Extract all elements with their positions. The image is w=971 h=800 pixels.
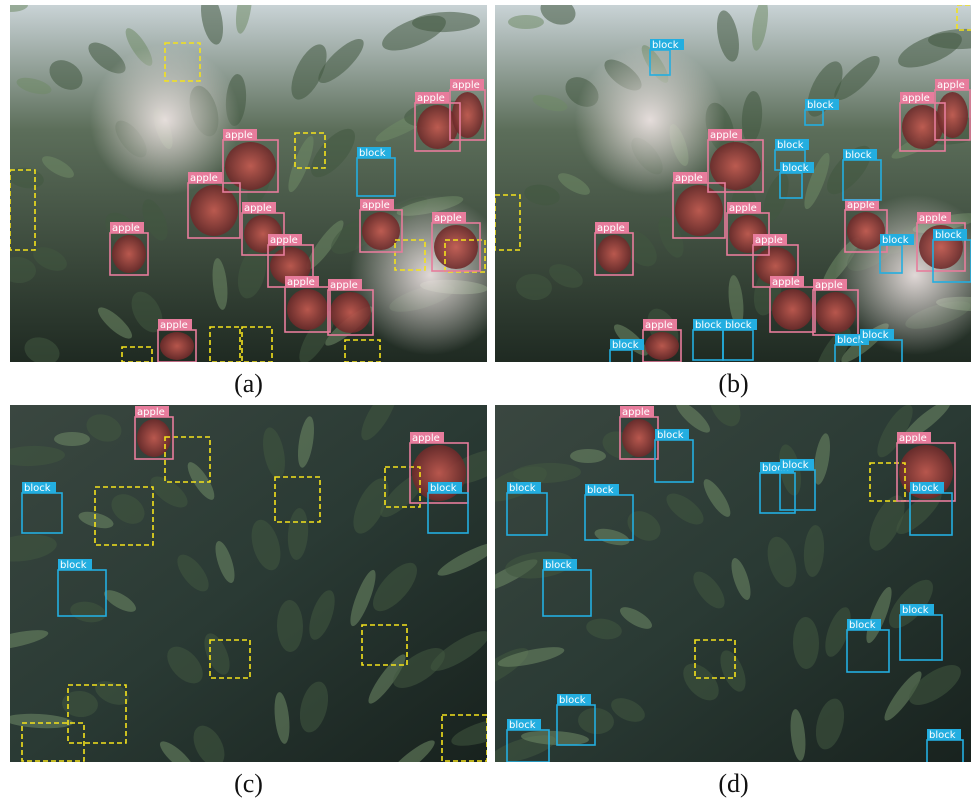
detection-label: apple [270, 235, 298, 246]
detection-label: apple [225, 130, 253, 141]
leaf [508, 15, 544, 29]
panel-caption: (a) [234, 369, 263, 398]
detection-label: apple [902, 93, 930, 104]
photo: apple apple apple apple apple apple apple apple… [0, 0, 510, 369]
detection-label: apple [330, 280, 358, 291]
detection-label: block [845, 150, 872, 161]
apple [287, 289, 328, 330]
leaf [570, 449, 606, 463]
detection-label: apple [190, 173, 218, 184]
detection-label: apple [160, 320, 188, 331]
detection-label: apple [362, 200, 390, 211]
detection-label: block [359, 148, 386, 159]
apple [160, 332, 194, 360]
detection-label: apple [137, 407, 165, 418]
detection-label: apple [710, 130, 738, 141]
detection-label: apple [847, 200, 875, 211]
apple [597, 235, 631, 273]
detection-label: apple [755, 235, 783, 246]
apple [330, 292, 371, 333]
image-panel: apple apple apple apple apple apple apple apple… [0, 0, 510, 369]
figure: appleappleappleappleappleappleappleapple… [0, 0, 971, 800]
detection-label: apple [937, 80, 965, 91]
panel-caption: (c) [234, 769, 263, 798]
detection-label: block [882, 235, 909, 246]
detection-label: block [509, 483, 536, 494]
detection-label: block [902, 605, 929, 616]
detection-label: block [509, 720, 536, 731]
apple [772, 289, 813, 330]
detection-label: block [935, 230, 962, 241]
detection-label: block [807, 100, 834, 111]
image-panel: apple apple apple apple apple apple apple apple… [495, 0, 971, 385]
detection-label: apple [815, 280, 843, 291]
photo: apple apple apple apple apple apple apple apple… [495, 0, 971, 385]
detection-label: block [652, 40, 679, 51]
detection-label: apple [112, 223, 140, 234]
detection-label: apple [622, 407, 650, 418]
detection-label: block [612, 340, 639, 351]
detection-label: apple [597, 223, 625, 234]
apple [434, 225, 478, 269]
panel-caption: (d) [718, 769, 748, 798]
panel-caption: (b) [718, 369, 748, 398]
detection-label: block [559, 695, 586, 706]
detection-label: apple [729, 203, 757, 214]
detection-label: apple [417, 93, 445, 104]
image-panel: apple apple block block block block block block… [465, 380, 971, 768]
apple [645, 332, 679, 360]
apple [417, 105, 458, 149]
detection-label: apple [645, 320, 673, 331]
detection-label: apple [452, 80, 480, 91]
detection-label: apple [772, 277, 800, 288]
detection-label: block [849, 620, 876, 631]
detection-label: block [695, 320, 722, 331]
detection-label: apple [675, 173, 703, 184]
detection-label: block [862, 330, 889, 341]
apple [112, 235, 146, 273]
apple [137, 419, 171, 457]
detection-label: block [912, 483, 939, 494]
detection-label: apple [434, 213, 462, 224]
detection-label: block [929, 730, 956, 741]
detection-label: apple [919, 213, 947, 224]
detection-label: apple [899, 433, 927, 444]
detection-label: block [782, 163, 809, 174]
detection-label: apple [287, 277, 315, 288]
apple [452, 92, 483, 138]
apple [622, 419, 656, 457]
detection-label: block [782, 460, 809, 471]
apple [902, 105, 943, 149]
image-panel: apple apple block block block [0, 383, 519, 784]
apple [815, 292, 856, 333]
detection-label: apple [412, 433, 440, 444]
detection-label: block [657, 430, 684, 441]
apple [937, 92, 968, 138]
photo: apple apple block block block block block block… [465, 380, 971, 768]
detection-label: block [430, 483, 457, 494]
photo: apple apple block block block [0, 383, 519, 784]
detection-label: apple [244, 203, 272, 214]
detection-label: block [60, 560, 87, 571]
detection-label: block [777, 140, 804, 151]
leaf [54, 432, 90, 446]
detection-label: block [24, 483, 51, 494]
detection-label: block [725, 320, 752, 331]
detection-label: block [587, 485, 614, 496]
detection-label: block [545, 560, 572, 571]
